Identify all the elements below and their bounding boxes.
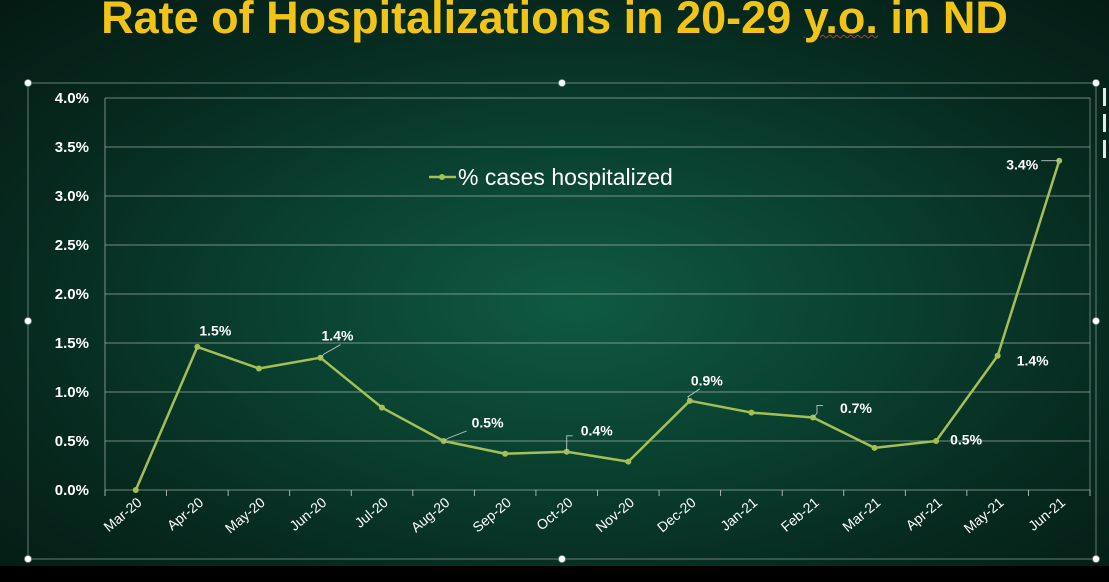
- y-tick-label: 1.5%: [55, 335, 89, 352]
- x-tick-label: Dec-20: [654, 494, 699, 535]
- legend: % cases hospitalized: [429, 164, 673, 190]
- data-point: [255, 365, 262, 372]
- label-leader-line: [320, 344, 341, 359]
- resize-handle: [1092, 79, 1100, 87]
- y-axis-tick-labels: 0.0% 0.5% 1.0% 1.5% 2.0% 2.5% 3.0% 3.5% 4.0%: [55, 90, 89, 499]
- x-tick-label: Jun-21: [1025, 494, 1068, 534]
- x-tick-label: Oct-20: [533, 494, 576, 533]
- x-tick-label: Feb-21: [778, 494, 822, 535]
- resize-handle: [1092, 317, 1100, 325]
- x-tick-label: May-20: [222, 494, 268, 536]
- y-tick-label: 4.0%: [55, 90, 89, 107]
- y-tick-label: 2.0%: [55, 286, 89, 303]
- resize-handle: [24, 555, 32, 563]
- data-point: [132, 487, 139, 493]
- series-line-path: [134, 160, 1061, 491]
- resize-handle: [24, 79, 32, 87]
- x-tick-label: Jun-20: [286, 494, 329, 534]
- data-label: 0.9%: [691, 373, 723, 389]
- legend-label: % cases hospitalized: [458, 164, 673, 190]
- data-point: [871, 444, 878, 451]
- data-point: [379, 404, 386, 411]
- label-leader-line: [566, 435, 573, 452]
- side-text-fragment: [1103, 88, 1109, 164]
- x-tick-label: Aug-20: [408, 494, 453, 535]
- y-tick-label: 1.0%: [55, 384, 89, 401]
- x-tick-label: Mar-20: [100, 494, 144, 535]
- data-point: [502, 450, 509, 457]
- bottom-bar: [0, 566, 1109, 582]
- x-axis-tick-labels: Mar-20 Apr-20 May-20 Jun-20 Jul-20 Aug-20 Sep-…: [100, 494, 1068, 536]
- data-label: 1.4%: [322, 327, 354, 343]
- chart-title: Rate of Hospitalizations in 20-29 y.o. i…: [0, 0, 1109, 44]
- data-label: 0.5%: [472, 415, 504, 431]
- y-tick-label: 0.0%: [55, 482, 89, 499]
- data-point: [625, 458, 632, 465]
- y-tick-label: 3.5%: [55, 139, 89, 156]
- x-tick-label: Apr-20: [164, 494, 207, 533]
- resize-handle: [1092, 555, 1100, 563]
- gridlines: [104, 97, 1091, 496]
- data-point: [994, 352, 1001, 359]
- title-part-1: Rate of Hospitalizations in 20-29: [101, 0, 804, 43]
- title-part-2: y.o.: [803, 0, 878, 43]
- selection-frame[interactable]: [24, 79, 1100, 563]
- x-tick-label: May-21: [961, 494, 1007, 536]
- x-tick-label: Jan-21: [717, 494, 760, 534]
- resize-handle: [558, 555, 566, 563]
- y-tick-label: 0.5%: [55, 433, 89, 450]
- data-point: [194, 343, 201, 350]
- x-tick-label: Apr-21: [903, 494, 946, 533]
- data-label: 0.7%: [840, 400, 872, 416]
- data-point: [748, 409, 755, 416]
- title-part-3: in ND: [877, 0, 1008, 43]
- series-line: [132, 157, 1063, 493]
- label-leader-line: [687, 388, 701, 402]
- legend-marker: [439, 174, 445, 180]
- resize-handle: [558, 79, 566, 87]
- data-label: 3.4%: [1006, 156, 1038, 172]
- data-label: 0.4%: [581, 422, 613, 438]
- data-point: [933, 438, 940, 444]
- x-tick-label: Nov-20: [592, 494, 637, 535]
- data-labels: 1.5% 1.4% 0.5% 0.4% 0.9% 0.7% 0.5% 1.4% 3.4%: [199, 156, 1060, 452]
- y-tick-label: 3.0%: [55, 188, 89, 205]
- data-label: 1.4%: [1017, 352, 1049, 368]
- frame-border: [27, 82, 1097, 560]
- x-tick-label: Sep-20: [469, 494, 514, 535]
- resize-handle: [24, 317, 32, 325]
- x-tick-label: Jul-20: [351, 494, 391, 531]
- y-tick-label: 2.5%: [55, 237, 89, 254]
- label-leader-line: [443, 430, 467, 442]
- label-leader-line: [812, 405, 823, 418]
- data-label: 0.5%: [950, 432, 982, 448]
- data-label: 1.5%: [199, 323, 231, 339]
- x-tick-label: Mar-21: [839, 494, 883, 535]
